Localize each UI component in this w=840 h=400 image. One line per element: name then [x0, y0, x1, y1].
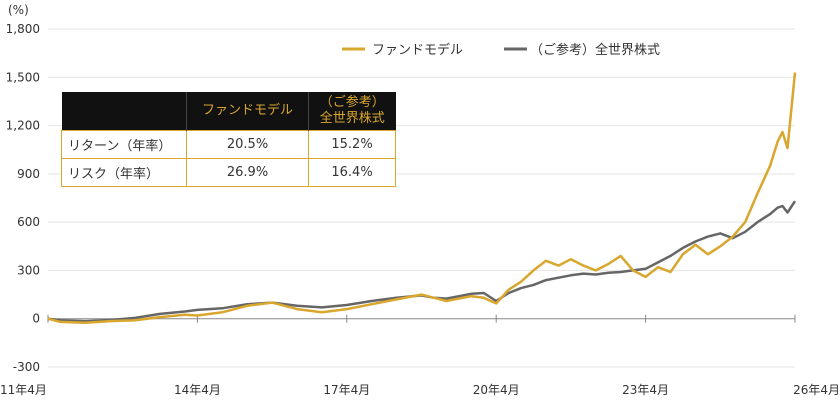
stats-value-world: 15.2% [308, 130, 396, 159]
x-tick-label: 26年4月 [793, 383, 840, 397]
y-tick-label: 900 [17, 167, 40, 181]
x-tick-label: 11年4月 [0, 383, 47, 397]
legend-label-world: （ご参考）全世界株式 [530, 42, 660, 58]
stats-header-world-line1: （ご参考） [319, 95, 385, 110]
x-tick-label: 17年4月 [323, 383, 370, 397]
stats-header-blank [61, 92, 187, 131]
x-tick-label: 20年4月 [473, 383, 520, 397]
stats-value-fund: 26.9% [185, 158, 310, 187]
x-axis: 11年4月 14年4月 17年4月 20年4月 23年4月 26年4月 [0, 314, 840, 397]
stats-value-fund: 20.5% [185, 130, 310, 159]
stats-table: ファンドモデル （ご参考） 全世界株式 リターン（年率） 20.5% 15.2%… [61, 92, 396, 187]
y-tick-label: -300 [13, 360, 40, 374]
series-line-world [47, 200, 797, 323]
series-line-fund [47, 72, 797, 324]
y-axis-unit: (%) [8, 3, 29, 17]
y-tick-label: 600 [17, 215, 40, 229]
stats-row-label: リスク（年率） [61, 158, 187, 187]
y-tick-label: 1,200 [6, 119, 40, 133]
x-tick-label: 14年4月 [174, 383, 221, 397]
legend-label-fund: ファンドモデル [372, 42, 463, 58]
y-tick-label: 0 [32, 312, 40, 326]
stats-row-return: リターン（年率） 20.5% 15.2% [61, 130, 396, 159]
stats-value-world: 16.4% [308, 158, 396, 187]
series-lines [47, 72, 797, 324]
stats-header-world-line2: 全世界株式 [319, 111, 385, 126]
legend: ファンドモデル （ご参考）全世界株式 [342, 42, 660, 58]
stats-row-risk: リスク（年率） 26.9% 16.4% [61, 158, 396, 187]
stats-header-world: （ご参考） 全世界株式 [308, 92, 396, 131]
stats-header-fund: ファンドモデル [186, 92, 310, 131]
y-tick-label: 1,500 [6, 70, 40, 84]
y-tick-label: 300 [17, 263, 40, 277]
stats-header-row: ファンドモデル （ご参考） 全世界株式 [61, 92, 396, 131]
y-axis-ticks: -300 0 300 600 900 1,200 1,500 1,800 [6, 22, 40, 374]
stats-header-fund-label: ファンドモデル [202, 103, 294, 118]
x-tick-label: 23年4月 [622, 383, 669, 397]
y-tick-label: 1,800 [6, 22, 40, 36]
stats-row-label: リターン（年率） [61, 130, 187, 159]
